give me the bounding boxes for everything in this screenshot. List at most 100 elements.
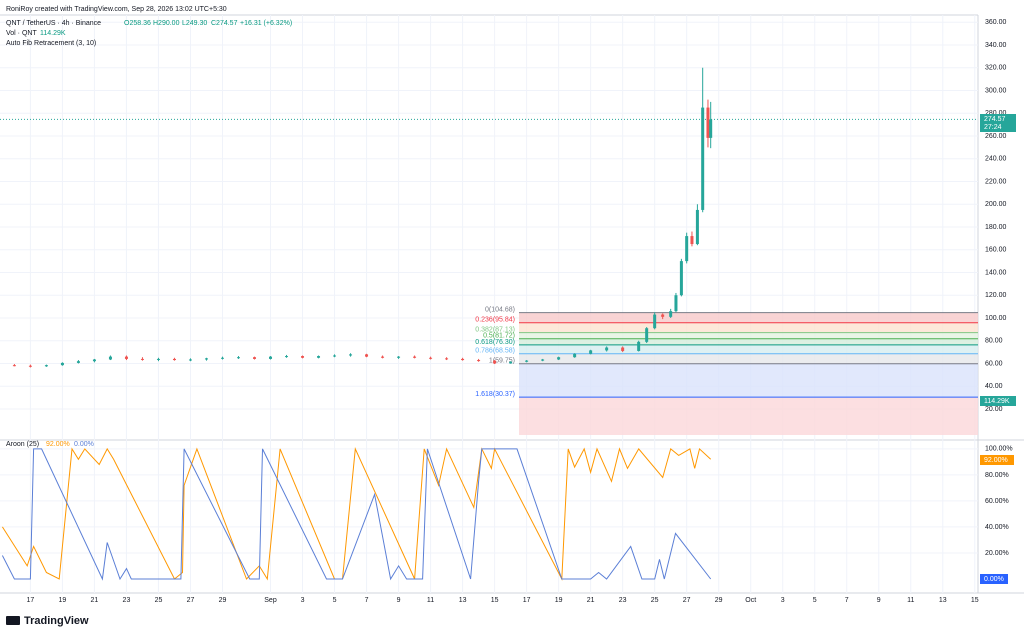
x-tick-label: 9 — [877, 597, 881, 604]
candle-body — [589, 350, 593, 354]
candle-body — [413, 356, 417, 358]
volume-value: 114.29K — [40, 30, 66, 37]
y-tick-label: 120.00 — [985, 292, 1007, 299]
y-tick-label: 20.00% — [985, 550, 1009, 557]
ohlc-high: H290.00 — [153, 20, 180, 27]
y-tick-label: 140.00 — [985, 269, 1007, 276]
x-tick-label: 19 — [59, 597, 67, 604]
aroon-up-tag — [980, 455, 1014, 465]
x-tick-label: 9 — [397, 597, 401, 604]
candle-body — [317, 356, 321, 358]
candle-body — [397, 356, 401, 358]
x-tick-label: 15 — [491, 597, 499, 604]
candle-body — [220, 357, 224, 359]
candle-body — [269, 356, 273, 359]
candle-body — [525, 360, 529, 362]
candle-body — [674, 295, 678, 312]
candle-body — [12, 365, 16, 367]
logo-text: TradingView — [24, 615, 89, 627]
aroon-line — [1, 447, 712, 581]
y-tick-label: 220.00 — [985, 178, 1007, 185]
fib-label: 0.618(76.30) — [475, 339, 515, 346]
candle-body — [381, 356, 385, 358]
fib-band — [519, 363, 978, 398]
x-tick-label: 3 — [781, 597, 785, 604]
candle-body — [653, 314, 657, 329]
y-tick-label: 60.00% — [985, 498, 1009, 505]
fib-band — [519, 344, 978, 354]
fib-label: 0.382(87.13) — [475, 326, 515, 333]
candle-body — [605, 347, 609, 351]
fib-band — [519, 332, 978, 339]
candle-body — [461, 358, 465, 361]
fib-layer — [0, 15, 978, 593]
y-tick-label: 40.00 — [985, 383, 1003, 390]
candle-body — [573, 353, 577, 358]
x-tick-label: 17 — [27, 597, 35, 604]
y-tick-label: 60.00 — [985, 360, 1003, 367]
fib-band — [519, 397, 978, 435]
x-tick-label: 27 — [683, 597, 691, 604]
y-tick-label: 80.00% — [985, 472, 1009, 479]
candle-body — [92, 359, 96, 362]
candle-body — [172, 358, 176, 361]
x-tick-label: 7 — [365, 597, 369, 604]
logo[interactable]: TradingView — [6, 615, 89, 627]
aroon-line — [1, 448, 712, 581]
price-tag-countdown: 27:24 — [984, 124, 1002, 131]
y-tick-label: 360.00 — [985, 19, 1007, 26]
x-tick-label: 25 — [155, 597, 163, 604]
aroon-down-legend: 0.00% — [74, 441, 94, 448]
x-tick-label: 27 — [187, 597, 195, 604]
candle-body — [76, 361, 80, 363]
credit: RoniRoy created with TradingView.com, Se… — [6, 6, 227, 13]
candle-body — [156, 358, 160, 360]
fib-label: 0.236(95.84) — [475, 317, 515, 324]
candle-body — [679, 261, 683, 296]
x-tick-label: 19 — [555, 597, 563, 604]
x-tick-label: 29 — [219, 597, 227, 604]
candle-body — [706, 107, 710, 138]
price-tag — [980, 114, 1016, 132]
x-tick-label: 7 — [845, 597, 849, 604]
price-tag-price: 274.57 — [984, 116, 1006, 123]
candle-body — [140, 358, 144, 360]
fib-label: 1.618(30.37) — [475, 391, 515, 398]
x-tick-label: Oct — [745, 597, 756, 604]
y-tick-label: 340.00 — [985, 42, 1007, 49]
fib-band — [519, 322, 978, 333]
y-tick-label: 240.00 — [985, 156, 1007, 163]
change: +16.31 (+6.32%) — [240, 20, 292, 27]
x-tick-label: 21 — [91, 597, 99, 604]
candle-body — [557, 357, 561, 360]
candle-body — [333, 355, 337, 357]
aroon-title: Aroon (25) — [6, 441, 39, 448]
aroon-down-tag-text: 0.00% — [984, 576, 1004, 583]
x-tick-label: 5 — [333, 597, 337, 604]
y-tick-label: 180.00 — [985, 224, 1007, 231]
candle-body — [621, 347, 625, 351]
x-tick-label: 11 — [907, 597, 914, 604]
plot-layer: 20.00 40.00 60.00 80.00 100.00 120.00 140.00 16… — [0, 19, 1013, 604]
candle-body — [541, 359, 545, 361]
y-tick-label: 100.00% — [985, 446, 1013, 453]
fib-label: 0.786(68.58) — [475, 348, 515, 355]
candle-body — [685, 236, 689, 262]
candle-body — [493, 360, 497, 364]
y-tick-label: 300.00 — [985, 87, 1007, 94]
x-tick-label: 17 — [523, 597, 531, 604]
candle-body — [669, 311, 673, 317]
candle-body — [253, 357, 257, 359]
y-tick-label: 160.00 — [985, 247, 1007, 254]
candle-body — [509, 361, 513, 364]
x-tick-label: 25 — [651, 597, 659, 604]
x-tick-label: 3 — [301, 597, 305, 604]
candle-body — [709, 119, 713, 138]
candle-body — [28, 365, 32, 367]
candle-body — [637, 341, 641, 351]
y-tick-label: 20.00 — [985, 406, 1003, 413]
y-tick-label: 40.00% — [985, 524, 1009, 531]
fib-band — [519, 338, 978, 345]
x-tick-label: 11 — [427, 597, 434, 604]
